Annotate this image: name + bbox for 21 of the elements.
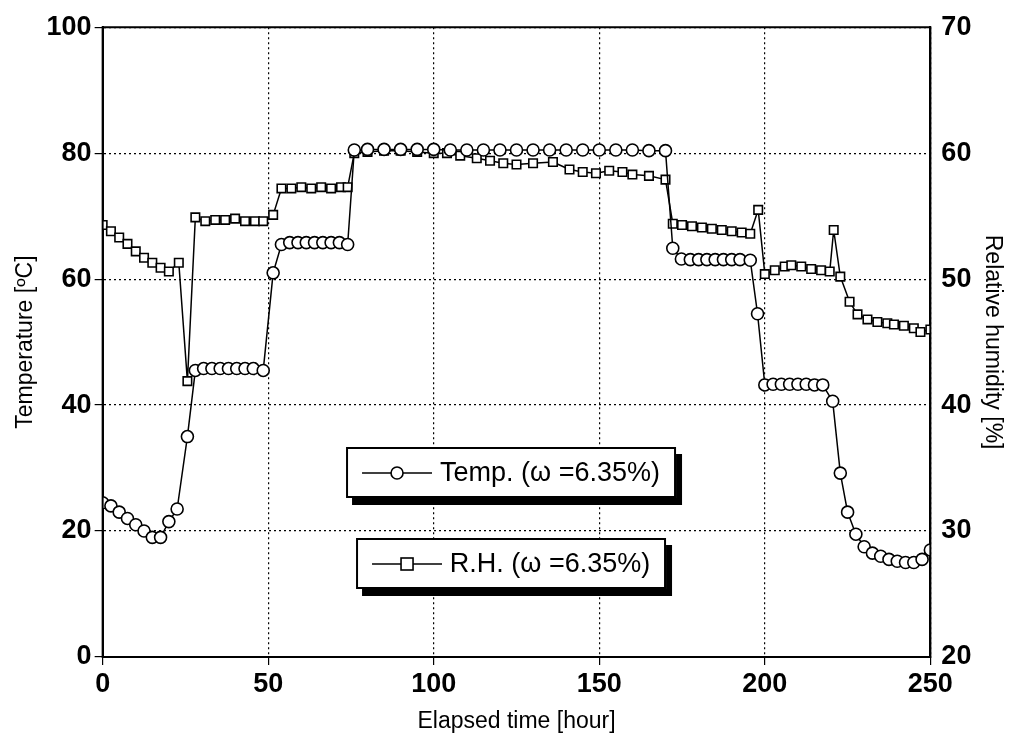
y-tick-label: 40 bbox=[61, 388, 92, 419]
x-tick-label: 200 bbox=[742, 667, 788, 698]
x-tick-label: 100 bbox=[411, 667, 457, 698]
y-tick-label: 100 bbox=[46, 10, 92, 41]
legend-label: R.H. (ω =6.35%) bbox=[449, 548, 651, 579]
y2-tick-label: 70 bbox=[941, 10, 972, 41]
y-tick-label: 60 bbox=[61, 262, 92, 293]
x-tick-label: 50 bbox=[253, 667, 284, 698]
x-tick-label: 0 bbox=[95, 667, 111, 698]
y-tick-label: 0 bbox=[76, 640, 92, 671]
y2-tick-label: 30 bbox=[941, 514, 972, 545]
y2-tick-label: 40 bbox=[941, 388, 972, 419]
y2-tick-label: 60 bbox=[941, 136, 972, 167]
x-tick-label: 150 bbox=[576, 667, 622, 698]
y-tick-label: 20 bbox=[61, 514, 92, 545]
y-axis-title: Temperature [ºC] bbox=[11, 255, 38, 429]
y2-tick-label: 50 bbox=[941, 262, 972, 293]
y2-axis-title: Relative humidity [%] bbox=[980, 234, 1007, 450]
x-axis-title: Elapsed time [hour] bbox=[417, 706, 616, 733]
y-tick-label: 80 bbox=[61, 136, 92, 167]
legend-label: Temp. (ω =6.35%) bbox=[440, 457, 660, 488]
